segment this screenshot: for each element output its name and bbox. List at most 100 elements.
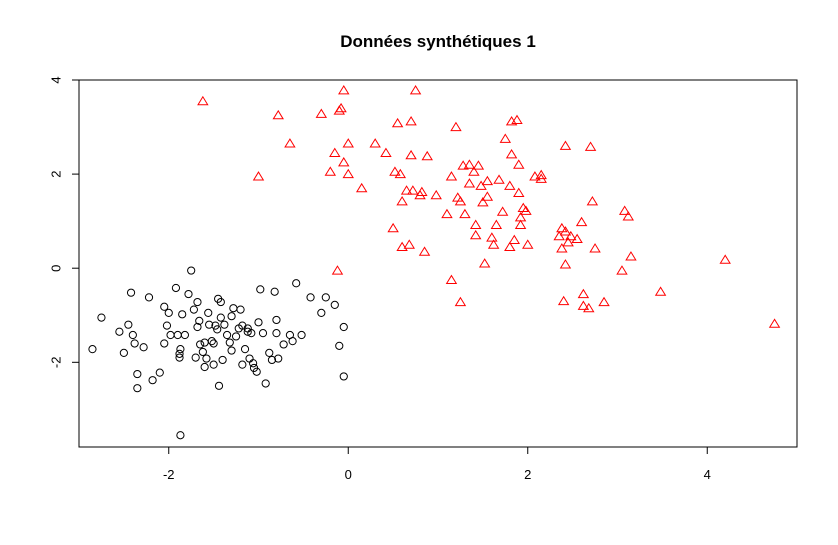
point-triangle	[475, 180, 487, 190]
point-circle	[198, 347, 207, 357]
point-triangle	[450, 121, 462, 132]
point-triangle	[622, 211, 635, 221]
point-circle	[231, 332, 241, 341]
y-tick-label: 4	[48, 76, 63, 83]
plot-frame	[78, 79, 798, 448]
point-circle	[144, 293, 154, 302]
point-triangle	[514, 219, 527, 229]
point-triangle	[583, 302, 595, 313]
point-triangle	[342, 168, 354, 179]
point-circle	[124, 320, 133, 329]
point-triangle	[403, 239, 416, 249]
chart-title: Données synthétiques 1	[340, 32, 536, 51]
point-circle	[195, 316, 204, 326]
point-circle	[256, 285, 265, 294]
point-circle	[317, 308, 326, 318]
point-triangle	[469, 229, 482, 240]
point-circle	[339, 372, 348, 381]
point-circle	[227, 346, 236, 355]
point-triangle	[469, 219, 482, 229]
point-triangle	[477, 196, 489, 207]
point-triangle	[499, 133, 512, 143]
point-triangle	[394, 168, 407, 179]
point-triangle	[625, 251, 637, 261]
point-triangle	[252, 171, 265, 181]
point-triangle	[505, 148, 518, 159]
point-triangle	[445, 171, 458, 181]
x-tick-label: -2	[163, 467, 175, 482]
point-triangle	[454, 296, 467, 307]
point-triangle	[338, 156, 350, 167]
point-circle	[164, 308, 173, 318]
point-triangle	[719, 254, 731, 264]
point-circle	[292, 279, 301, 288]
point-triangle	[559, 259, 572, 269]
point-circle	[200, 362, 209, 372]
point-triangle	[487, 239, 500, 249]
point-triangle	[478, 258, 491, 268]
y-tick-label: 0	[48, 265, 63, 272]
point-triangle	[468, 166, 480, 176]
point-triangle	[454, 196, 467, 206]
point-triangle	[338, 84, 350, 95]
point-circle	[88, 345, 97, 354]
point-triangle	[324, 166, 337, 176]
point-circle	[160, 339, 169, 348]
point-circle	[245, 354, 254, 363]
point-triangle	[416, 186, 428, 197]
point-triangle	[396, 196, 408, 206]
point-circle	[175, 349, 184, 358]
point-circle	[261, 379, 270, 388]
x-tick-label: 4	[704, 467, 711, 482]
point-circle	[272, 315, 281, 325]
point-triangle	[504, 180, 516, 190]
point-circle	[274, 354, 283, 363]
point-circle	[247, 329, 256, 338]
point-triangle	[513, 187, 525, 197]
point-circle	[162, 321, 172, 330]
point-triangle	[463, 159, 476, 169]
point-triangle	[342, 138, 354, 148]
point-circle	[133, 384, 142, 393]
point-triangle	[584, 141, 597, 151]
point-triangle	[496, 206, 509, 216]
point-triangle	[768, 318, 781, 328]
point-triangle	[618, 205, 631, 215]
point-circle	[243, 327, 252, 336]
point-circle	[321, 293, 330, 302]
point-circle	[238, 360, 247, 369]
point-circle	[119, 348, 128, 357]
point-circle	[330, 300, 339, 310]
point-triangle	[391, 117, 404, 128]
point-circle	[216, 313, 225, 322]
point-triangle	[575, 216, 588, 227]
point-circle	[236, 305, 245, 314]
point-triangle	[272, 109, 284, 120]
point-circle	[139, 343, 148, 352]
point-circle	[339, 322, 348, 332]
point-triangle	[557, 295, 570, 306]
point-circle	[252, 367, 261, 376]
data-points	[88, 84, 781, 440]
point-circle	[166, 330, 175, 340]
point-circle	[176, 345, 185, 354]
point-triangle	[490, 219, 503, 229]
point-triangle	[589, 243, 601, 253]
point-triangle	[559, 140, 572, 150]
point-circle	[130, 339, 139, 348]
y-axis: -2 0 2 4	[48, 76, 80, 368]
point-circle	[176, 431, 185, 440]
point-circle	[196, 340, 205, 349]
point-circle	[214, 381, 224, 390]
point-triangle	[463, 178, 476, 188]
point-circle	[249, 359, 258, 368]
point-circle	[126, 288, 136, 297]
point-triangle	[508, 234, 521, 244]
point-triangle	[535, 169, 547, 180]
point-triangle	[504, 241, 516, 252]
x-tick-label: 0	[345, 467, 352, 482]
point-triangle	[556, 243, 568, 253]
point-circle	[229, 304, 238, 313]
point-triangle	[598, 296, 610, 307]
point-triangle	[472, 160, 485, 170]
